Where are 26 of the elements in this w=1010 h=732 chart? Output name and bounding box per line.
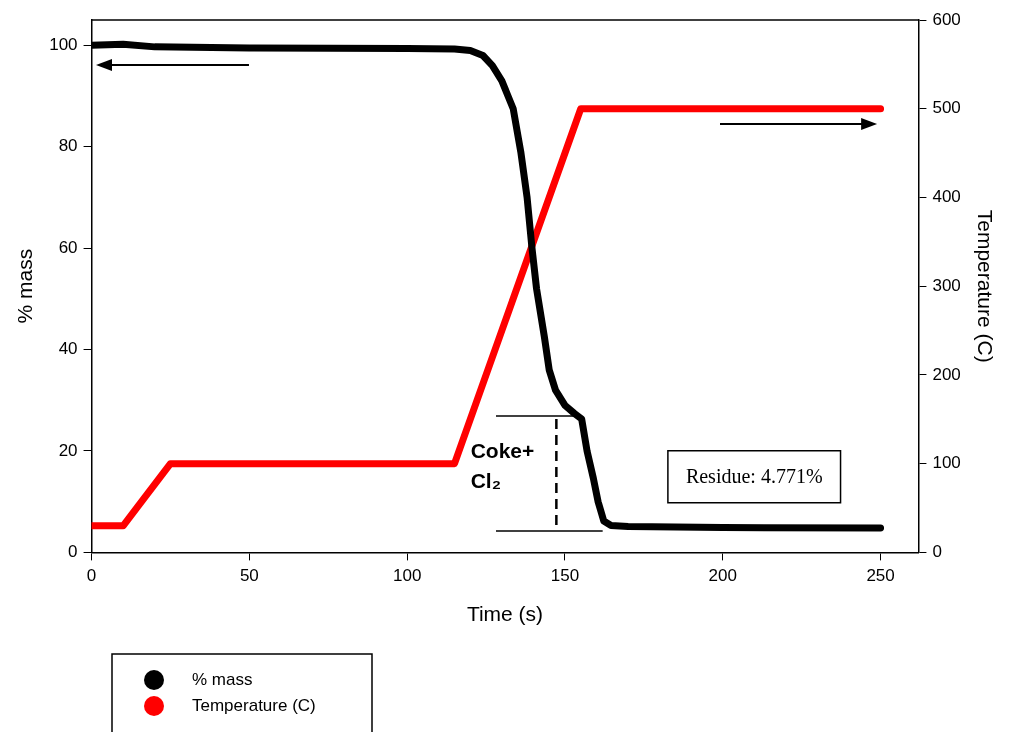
y-tick-label: 0 — [68, 542, 78, 562]
y2-tick-label: 100 — [932, 453, 961, 473]
y-tick-label: 80 — [58, 136, 78, 156]
annotation: Coke+Cl₂ — [470, 439, 535, 493]
x-tick-label: 0 — [86, 566, 97, 586]
y2-tick-label: 200 — [932, 364, 961, 384]
y2-axis-title: Temperature (C) — [973, 209, 997, 363]
y2-tick-label: 600 — [932, 9, 961, 29]
x-tick-label: 150 — [550, 566, 580, 586]
y2-tick-label: 0 — [932, 542, 942, 562]
x-axis-title: Time (s) — [466, 602, 544, 626]
y-tick-label: 60 — [58, 237, 78, 257]
x-tick-label: 200 — [708, 566, 737, 586]
y2-tick-label: 500 — [932, 98, 961, 118]
y2-tick-label: 300 — [932, 275, 961, 295]
y-tick-label: 20 — [58, 440, 78, 460]
legend-label: Temperature (C) — [192, 695, 316, 715]
y2-tick-label: 400 — [932, 187, 961, 207]
y-tick-label: 100 — [49, 35, 78, 55]
annotation: Residue: 4.771% — [685, 464, 823, 487]
legend-label: % mass — [192, 669, 253, 689]
x-tick-label: 50 — [239, 566, 259, 586]
x-tick-label: 100 — [392, 566, 422, 586]
y-axis-title: % mass — [13, 248, 37, 324]
x-tick-label: 250 — [866, 566, 895, 586]
y-tick-label: 40 — [58, 339, 78, 359]
